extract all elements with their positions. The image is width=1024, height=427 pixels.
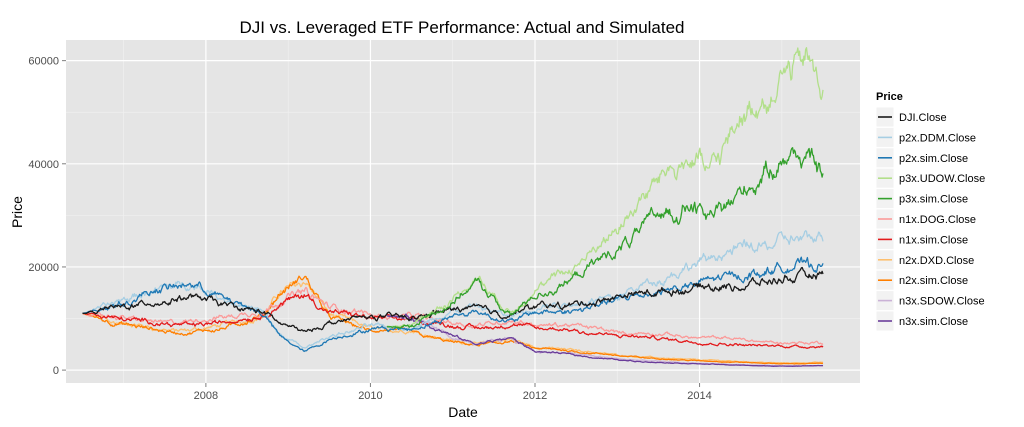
x-axis: 2008 2010 2012 2014	[194, 383, 712, 402]
series-line-n3x-sim-close	[386, 313, 824, 367]
y-tick-label: 0	[53, 365, 59, 377]
series-layer	[82, 47, 824, 367]
series-line-p3x-sim-close	[386, 147, 824, 329]
series-line-p2x-sim-close	[82, 256, 824, 353]
y-tick-label: 20000	[28, 262, 59, 274]
series-line-p3x-udow-close	[386, 47, 824, 328]
legend-label: p2x.sim.Close	[899, 153, 968, 165]
y-tick-label: 40000	[28, 159, 59, 171]
legend-label: p3x.sim.Close	[899, 194, 968, 206]
legend-label: n3x.sim.Close	[899, 316, 968, 328]
series-line-n1x-sim-close	[82, 293, 824, 349]
x-tick-label: 2012	[523, 390, 547, 402]
x-tick-label: 2014	[687, 390, 711, 402]
x-axis-label: Date	[448, 404, 478, 420]
y-tick-label: 60000	[28, 56, 59, 68]
legend-label: n2x.sim.Close	[899, 275, 968, 287]
legend-label: p2x.DDM.Close	[899, 132, 976, 144]
chart-title: DJI vs. Leveraged ETF Performance: Actua…	[239, 18, 684, 37]
legend-label: DJI.Close	[899, 112, 947, 124]
x-tick-label: 2008	[194, 390, 218, 402]
legend-label: n2x.DXD.Close	[899, 255, 974, 267]
legend: Price DJI.Close p2x.DDM.Close p2x.sim.Clos…	[875, 91, 985, 332]
plot-panel	[66, 40, 860, 383]
legend-label: n3x.SDOW.Close	[899, 296, 985, 308]
legend-title: Price	[876, 91, 903, 103]
series-line-dji-close	[82, 266, 824, 333]
series-line-n2x-dxd-close	[82, 281, 824, 364]
series-line-n1x-dog-close	[82, 286, 824, 345]
legend-label: p3x.UDOW.Close	[899, 173, 985, 185]
legend-label: n1x.DOG.Close	[899, 214, 976, 226]
legend-label: n1x.sim.Close	[899, 234, 968, 246]
x-tick-label: 2010	[358, 390, 382, 402]
y-axis: 0 20000 40000 60000	[28, 56, 66, 377]
minor-grid	[66, 40, 860, 383]
series-line-n2x-sim-close	[82, 275, 824, 365]
y-axis-label: Price	[9, 196, 25, 228]
